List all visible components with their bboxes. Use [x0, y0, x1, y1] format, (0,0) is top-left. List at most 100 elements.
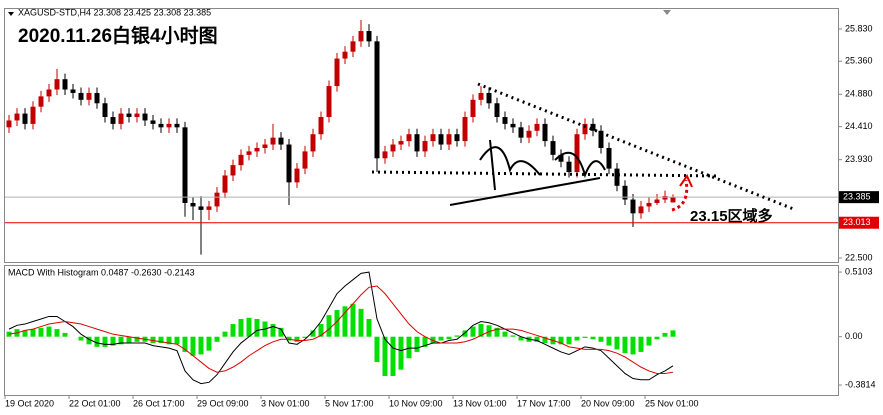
candle-body	[598, 130, 604, 148]
histogram-bar	[110, 336, 116, 346]
histogram-bar	[398, 336, 404, 370]
price-pane	[4, 8, 839, 263]
candle-body	[566, 161, 572, 173]
candle-body	[86, 92, 92, 100]
candle-body	[222, 175, 228, 193]
candle-body	[654, 199, 660, 203]
x-tick-label: 13 Nov 01:00	[453, 398, 507, 408]
x-tick-label: 5 Nov 17:00	[325, 398, 374, 408]
histogram-bar	[574, 336, 580, 341]
price-label: 23.013	[843, 217, 871, 227]
candle-body	[590, 123, 596, 131]
histogram-bar	[430, 336, 436, 344]
candle-body	[382, 151, 388, 159]
histogram-bar	[102, 336, 108, 347]
candle-body	[6, 120, 12, 128]
candle-body	[502, 117, 508, 124]
histogram-bar	[158, 336, 164, 344]
histogram-bar	[150, 336, 156, 344]
price-label: 23.385	[843, 192, 871, 202]
histogram-bar	[38, 327, 44, 337]
histogram-bar	[342, 306, 348, 337]
macd-line	[8, 271, 674, 385]
candle-body	[614, 168, 620, 186]
pane-icon	[8, 12, 14, 16]
histogram-bar	[294, 336, 300, 342]
histogram-bar	[638, 336, 644, 352]
histogram-bar	[374, 336, 380, 363]
candle-body	[390, 144, 396, 152]
annotation: 23.15区域多	[690, 207, 773, 225]
histogram-bar	[558, 336, 564, 345]
candle-body	[214, 192, 220, 207]
candle-body	[334, 58, 340, 87]
histogram-bar	[390, 336, 396, 376]
histogram-bar	[622, 336, 628, 354]
macd-pane	[4, 265, 839, 396]
candle-body	[406, 134, 412, 142]
price-box	[839, 216, 879, 229]
candle-body	[78, 92, 84, 100]
candle-body	[38, 96, 44, 107]
y-tick-label: -0.3814	[845, 379, 876, 389]
candle-body	[630, 199, 636, 214]
histogram-bar	[222, 331, 228, 337]
arrow-head	[679, 173, 693, 188]
candle-body	[102, 103, 108, 118]
x-tick-label: 20 Nov 09:00	[581, 398, 635, 408]
histogram-bar	[126, 336, 132, 344]
candle-body	[358, 31, 364, 42]
candle-body	[46, 89, 52, 97]
candle-body	[374, 41, 380, 159]
candle-body	[454, 134, 460, 142]
histogram-bar	[350, 303, 356, 337]
histogram-bar	[30, 329, 36, 337]
candle-body	[518, 127, 524, 138]
histogram-bar	[630, 336, 636, 355]
histogram-bar	[78, 336, 84, 341]
candle-body	[398, 141, 404, 145]
candle-body	[134, 113, 140, 118]
histogram-bar	[598, 336, 604, 342]
x-tick-label: 19 Oct 2020	[5, 398, 54, 408]
candle-body	[414, 134, 420, 152]
candle-body	[166, 123, 172, 128]
histogram-bar	[54, 329, 60, 337]
signature	[449, 139, 606, 206]
histogram-bar	[334, 310, 340, 337]
histogram-bar	[86, 336, 92, 345]
candle-body	[542, 123, 548, 142]
candle-body	[302, 151, 308, 169]
histogram-bar	[478, 324, 484, 337]
candle-body	[486, 92, 492, 104]
histogram-bar	[606, 336, 612, 346]
x-tick-label: 22 Oct 01:00	[69, 398, 121, 408]
candle-body	[310, 134, 316, 152]
candle-body	[470, 99, 476, 118]
candle-body	[366, 31, 372, 42]
symbol-header: XAGUSD-STD,H4 23.308 23.425 23.308 23.38…	[18, 7, 211, 17]
histogram-bar	[278, 327, 284, 337]
arrow-curve	[671, 179, 689, 212]
y-tick-label: 0.00	[845, 331, 863, 341]
histogram-bar	[270, 324, 276, 337]
y-tick-label: 24.880	[845, 89, 873, 99]
histogram-bar	[582, 336, 588, 338]
histogram-bar	[366, 318, 372, 337]
histogram-bar	[198, 336, 204, 355]
candle-body	[158, 123, 164, 128]
candle-body	[22, 113, 28, 124]
histogram-bar	[542, 336, 548, 344]
x-tick-label: 17 Nov 17:00	[517, 398, 571, 408]
histogram-bar	[646, 336, 652, 346]
candle-body	[638, 206, 644, 214]
histogram-bar	[134, 336, 140, 342]
candle-body	[318, 117, 324, 135]
histogram-bar	[654, 336, 660, 340]
histogram-bar	[382, 336, 388, 376]
candle-body	[670, 197, 676, 203]
candle-body	[550, 141, 556, 155]
histogram-bar	[302, 336, 308, 338]
candle-body	[622, 185, 628, 200]
